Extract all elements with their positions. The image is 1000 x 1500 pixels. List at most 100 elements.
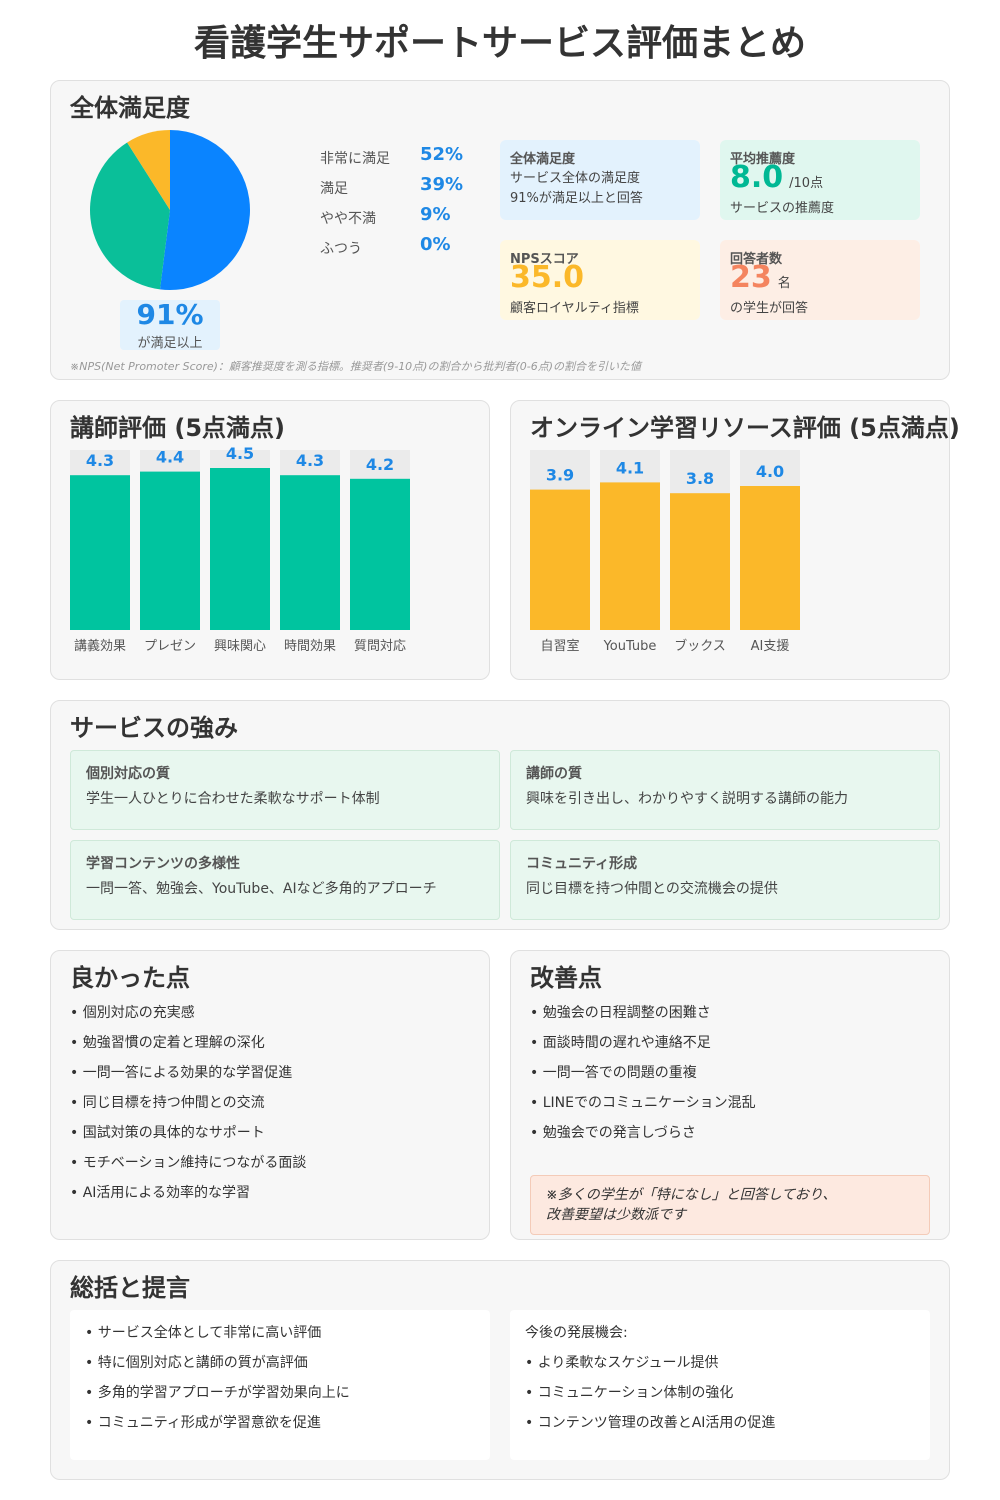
good-point-item: • 一問一答による効果的な学習促進 <box>70 1065 293 1081</box>
online-resource-bar-value-label: 3.9 <box>546 466 574 485</box>
strength-title: 個別対応の質 <box>86 766 170 782</box>
satisfaction-pie-chart <box>89 130 250 290</box>
good-point-item: • 個別対応の充実感 <box>70 1005 195 1021</box>
online-resource-category-label: AI支援 <box>751 639 790 654</box>
future-opportunities-heading: 今後の発展機会: <box>525 1325 628 1341</box>
strength-desc: 興味を引き出し、わかりやすく説明する講師の能力 <box>526 791 848 807</box>
improvement-item: • 一問一答での問題の重複 <box>530 1065 697 1081</box>
stat-respondents-title: 回答者数 <box>730 252 783 267</box>
pie-slice-slightly-dissatisfied <box>127 130 170 210</box>
instructor-bar-value-label: 4.5 <box>226 445 254 463</box>
stat-satisfaction-line1: サービス全体の満足度 <box>510 171 641 186</box>
legend-value-neutral: 0% <box>420 234 451 255</box>
stat-recommend-value: 8.0 <box>730 160 784 195</box>
summary-item: • 多角的学習アプローチが学習効果向上に <box>85 1385 350 1401</box>
strength-title: 学習コンテンツの多様性 <box>86 856 240 872</box>
future-opportunity-item: • コミュニケーション体制の強化 <box>525 1385 734 1401</box>
online-resource-bar-value-label: 4.1 <box>616 458 644 477</box>
instructor-evaluation-title: 講師評価 (5点満点) <box>70 414 285 442</box>
stat-recommend-unit: /10点 <box>789 176 824 191</box>
summary-right-box <box>510 1310 930 1460</box>
improvement-item: • LINEでのコミュニケーション混乱 <box>530 1095 756 1111</box>
stat-nps-desc: 顧客ロイヤルティ指標 <box>510 301 639 316</box>
improvement-points-title: 改善点 <box>530 964 602 992</box>
instructor-bar <box>210 468 270 630</box>
online-resource-category-label: 自習室 <box>540 638 579 654</box>
strength-individual-support: 個別対応の質 学生一人ひとりに合わせた柔軟なサポート体制 <box>70 750 500 830</box>
legend-value-slightly-dissatisfied: 9% <box>420 204 451 225</box>
future-opportunity-item: • コンテンツ管理の改善とAI活用の促進 <box>525 1415 776 1431</box>
strength-desc: 学生一人ひとりに合わせた柔軟なサポート体制 <box>86 791 380 807</box>
overall-satisfaction-title: 全体満足度 <box>70 94 190 122</box>
instructor-bar <box>140 471 200 630</box>
stat-nps-title: NPSスコア <box>510 252 579 267</box>
instructor-bar-value-label: 4.2 <box>366 455 394 474</box>
stat-respondents-count: 23 名 <box>730 260 791 295</box>
stat-nps-value: 35.0 <box>510 260 585 295</box>
strengths-title: サービスの強み <box>70 714 238 742</box>
stat-satisfaction: 全体満足度 サービス全体の満足度 91%が満足以上と回答 <box>500 140 700 220</box>
pie-slice-satisfied <box>89 142 170 290</box>
instructor-category-label: プレゼン <box>144 639 196 654</box>
stat-respondents: 回答者数 23 名 の学生が回答 <box>720 240 920 320</box>
legend-label-slightly-dissatisfied: やや不満 <box>320 211 376 227</box>
stat-recommend-desc: サービスの推薦度 <box>730 201 835 216</box>
stat-recommend-title: 平均推薦度 <box>730 152 796 167</box>
online-resource-bar <box>670 493 730 630</box>
improvement-item: • 勉強会の日程調整の困難さ <box>530 1005 711 1021</box>
online-resource-bar <box>530 489 590 630</box>
improvement-note-line1: ※多くの学生が「特になし」と回答しており、 <box>546 1187 837 1203</box>
summary-item: • 特に個別対応と講師の質が高評価 <box>85 1355 308 1371</box>
instructor-bar-value-label: 4.3 <box>296 451 324 470</box>
online-resource-category-label: YouTube <box>603 639 657 654</box>
stat-satisfaction-title: 全体満足度 <box>510 152 576 167</box>
improvement-note-line2: 改善要望は少数派です <box>546 1207 686 1223</box>
instructor-category-label: 質問対応 <box>354 639 406 654</box>
stat-recommend-score: 8.0/10点 <box>730 160 823 195</box>
good-points-card <box>50 950 490 1240</box>
online-resources-bar-chart: 3.9 自習室 4.1 YouTube 3.8 ブックス 4.0 AI支援 <box>530 450 800 654</box>
nps-footnote: ※NPS(Net Promoter Score)：顧客推奨度を測る指標。推奨者(… <box>70 360 642 373</box>
online-resource-bar-value-label: 3.8 <box>686 469 714 488</box>
improvement-item: • 面談時間の遅れや連絡不足 <box>530 1035 711 1051</box>
stat-respondents-unit: 名 <box>777 276 791 291</box>
strength-title: 講師の質 <box>526 766 582 782</box>
online-resources-title: オンライン学習リソース評価 (5点満点) <box>530 414 960 442</box>
pie-center-label: が満足以上 <box>137 336 203 351</box>
strength-instructor-quality: 講師の質 興味を引き出し、わかりやすく説明する講師の能力 <box>510 750 940 830</box>
online-resource-bar <box>600 482 660 630</box>
online-resource-bar <box>740 486 800 630</box>
strength-community: コミュニティ形成 同じ目標を持つ仲間との交流機会の提供 <box>510 840 940 920</box>
instructor-bar <box>70 475 130 630</box>
online-resource-category-label: ブックス <box>674 638 726 654</box>
summary-title: 総括と提言 <box>70 1274 190 1302</box>
online-resource-bar-value-label: 4.0 <box>756 462 784 481</box>
strength-desc: 一問一答、勉強会、YouTube、AIなど多角的アプローチ <box>86 881 437 897</box>
stat-recommend: 平均推薦度 8.0/10点 サービスの推薦度 <box>720 140 920 220</box>
pie-center-value: 91% <box>136 298 204 331</box>
good-point-item: • 国試対策の具体的なサポート <box>70 1125 265 1141</box>
good-point-item: • 同じ目標を持つ仲間との交流 <box>70 1095 265 1111</box>
legend-label-neutral: ふつう <box>320 241 362 257</box>
instructor-bar-chart: 4.3 講義効果 4.4 プレゼン 4.5 興味関心 4.3 時間効果 4.2 質問対応 <box>70 445 410 654</box>
legend-label-satisfied: 満足 <box>320 181 348 197</box>
instructor-category-label: 興味関心 <box>214 639 266 654</box>
instructor-bar <box>280 475 340 630</box>
legend-value-very-satisfied: 52% <box>420 144 464 165</box>
strength-title: コミュニティ形成 <box>526 856 638 872</box>
instructor-category-label: 時間効果 <box>284 639 336 654</box>
summary-item: • サービス全体として非常に高い評価 <box>85 1325 322 1341</box>
strength-desc: 同じ目標を持つ仲間との交流機会の提供 <box>526 881 778 897</box>
instructor-bar-value-label: 4.3 <box>86 451 114 470</box>
stat-satisfaction-line2: 91%が満足以上と回答 <box>510 191 643 206</box>
instructor-bar <box>350 478 410 630</box>
legend-label-very-satisfied: 非常に満足 <box>320 151 390 167</box>
summary-item: • コミュニティ形成が学習意欲を促進 <box>85 1415 321 1431</box>
good-point-item: • モチベーション維持につながる面談 <box>70 1155 307 1171</box>
legend-value-satisfied: 39% <box>420 174 464 195</box>
pie-slice-very-satisfied <box>159 130 250 290</box>
improvement-note: ※多くの学生が「特になし」と回答しており、 改善要望は少数派です <box>530 1175 930 1235</box>
stat-respondents-value: 23 <box>730 260 772 295</box>
good-point-item: • AI活用による効率的な学習 <box>70 1185 250 1201</box>
good-point-item: • 勉強習慣の定着と理解の深化 <box>70 1035 265 1051</box>
